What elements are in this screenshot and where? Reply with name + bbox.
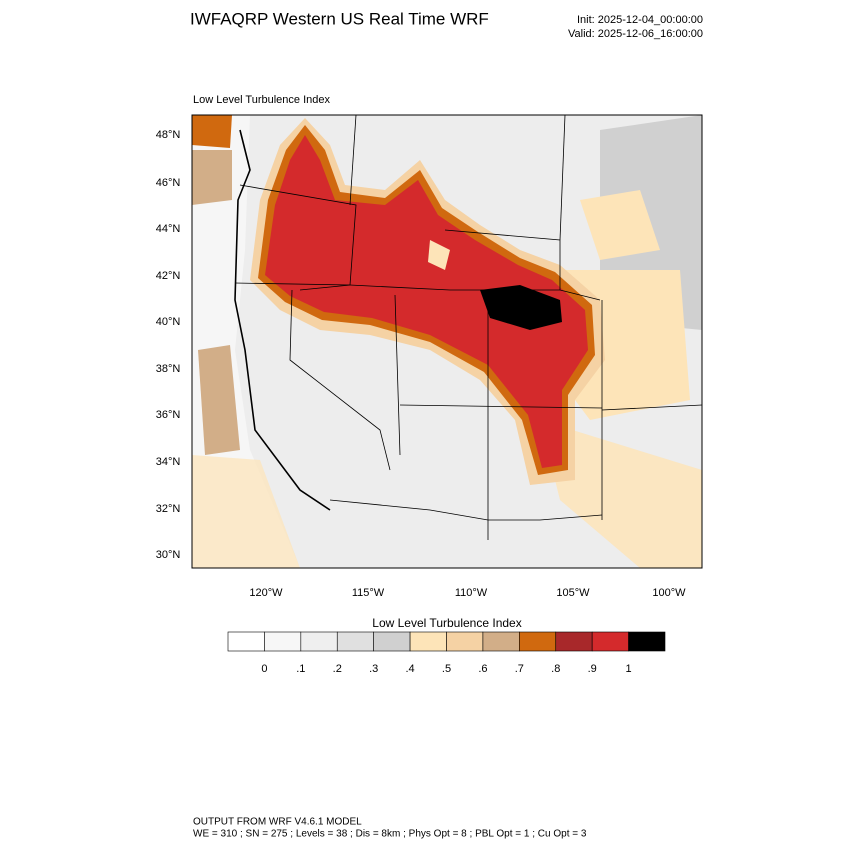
- colorbar-swatch: [336, 631, 374, 652]
- colorbar-label: .6: [478, 663, 487, 675]
- map: [191, 114, 703, 569]
- lat-label: 38°N: [156, 363, 181, 375]
- colorbar-swatch: [446, 631, 484, 652]
- lat-label: 36°N: [156, 409, 181, 421]
- colorbar-title: Low Level Turbulence Index: [372, 616, 521, 630]
- lat-label: 44°N: [156, 223, 181, 235]
- init-time: Init: 2025-12-04_00:00:00: [577, 14, 703, 26]
- colorbar-label: .9: [588, 663, 597, 675]
- colorbar-label: .3: [369, 663, 378, 675]
- colorbar-swatch: [227, 631, 265, 652]
- colorbar-swatch: [519, 631, 557, 652]
- lon-label: 115°W: [352, 587, 385, 599]
- lon-label: 120°W: [249, 587, 283, 599]
- lon-label: 100°W: [652, 587, 686, 599]
- title: IWFAQRP Western US Real Time WRF: [190, 9, 489, 28]
- lat-labels: 48°N 46°N 44°N 42°N 40°N 38°N 36°N 34°N …: [156, 129, 181, 561]
- colorbar-label: 0: [261, 663, 267, 675]
- colorbar-swatch: [409, 631, 447, 652]
- colorbar-swatch: [591, 631, 629, 652]
- lat-label: 34°N: [156, 456, 181, 468]
- lon-labels: 120°W 115°W 110°W 105°W 100°W: [249, 587, 686, 599]
- colorbar-swatch: [555, 631, 593, 652]
- colorbar-swatch: [264, 631, 302, 652]
- colorbar-label: .4: [405, 663, 414, 675]
- colorbar-label: .1: [296, 663, 305, 675]
- lat-label: 40°N: [156, 316, 181, 328]
- lat-label: 46°N: [156, 177, 181, 189]
- lat-label: 48°N: [156, 129, 181, 141]
- colorbar-swatch: [373, 631, 411, 652]
- lat-label: 42°N: [156, 270, 181, 282]
- lon-label: 105°W: [556, 587, 590, 599]
- footer-line: OUTPUT FROM WRF V4.6.1 MODEL: [193, 817, 362, 828]
- footer-line: WE = 310 ; SN = 275 ; Levels = 38 ; Dis …: [193, 829, 587, 840]
- colorbar-label: 1: [626, 663, 632, 675]
- colorbar-label: .2: [333, 663, 342, 675]
- colorbar-label: .7: [515, 663, 524, 675]
- valid-time: Valid: 2025-12-06_16:00:00: [568, 28, 703, 40]
- map-subtitle: Low Level Turbulence Index: [193, 94, 330, 106]
- colorbar: 0 .1 .2 .3 .4 .5 .6 .7 .8 .9 1: [227, 631, 666, 675]
- colorbar-label: .8: [551, 663, 560, 675]
- colorbar-swatch: [300, 631, 338, 652]
- colorbar-swatch: [482, 631, 520, 652]
- colorbar-swatch: [628, 631, 666, 652]
- lat-label: 32°N: [156, 503, 181, 515]
- lon-label: 110°W: [455, 587, 488, 599]
- colorbar-label: .5: [442, 663, 451, 675]
- lat-label: 30°N: [156, 549, 181, 561]
